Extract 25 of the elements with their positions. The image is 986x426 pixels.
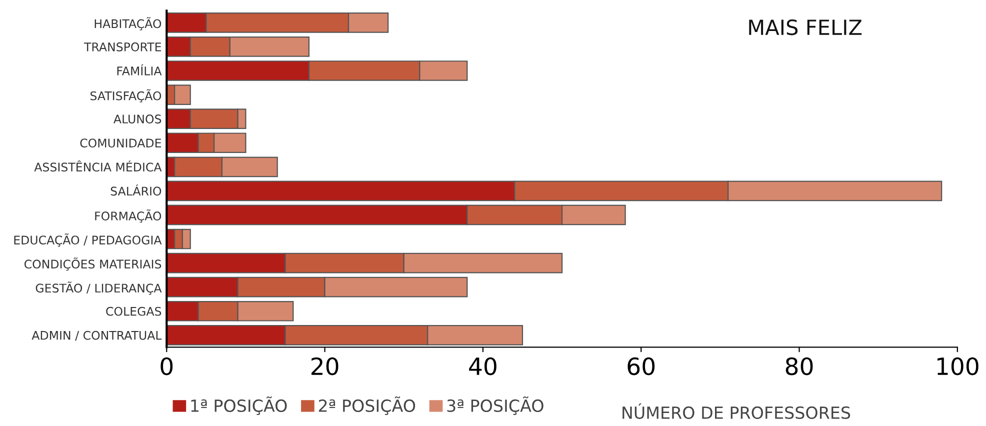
y-tick-label: GESTÃO / LIDERANÇA <box>36 282 162 295</box>
x-tick-label: 0 <box>160 357 173 376</box>
x-tick-label: 40 <box>469 357 496 376</box>
y-tick-label: ASSISTÊNCIA MÉDICA <box>34 160 162 172</box>
chart-title: MAIS FELIZ <box>749 19 862 36</box>
x-tick-label: 60 <box>628 357 655 376</box>
x-axis-title: NÚMERO DE PROFESSORES <box>622 403 850 419</box>
y-tick-label: COMUNIDADE <box>80 138 162 148</box>
legend-label: 1ª POSIÇÃO <box>191 396 287 416</box>
y-tick-label: ALUNOS <box>114 114 162 124</box>
y-tick-label: HABITAÇÃO <box>94 17 162 30</box>
y-tick-label: EDUCAÇÃO / PEDAGOGIA <box>14 234 162 247</box>
y-tick-label: SATISFAÇÃO <box>90 89 162 102</box>
legend-label: 3ª POSIÇÃO <box>447 396 544 416</box>
y-tick-label: FORMAÇÃO <box>95 209 162 223</box>
x-tick-label: 100 <box>937 357 978 376</box>
y-tick-label: SALÁRIO <box>110 184 162 196</box>
y-tick-label: FAMÍLIA <box>117 64 162 76</box>
y-tick-label: TRANSPORTE <box>84 42 162 52</box>
legend-label: 2ª POSIÇÃO <box>318 396 416 416</box>
x-tick-label: 20 <box>311 357 338 376</box>
y-tick-label: COLEGAS <box>106 306 162 316</box>
y-tick-label: CONDIÇÕES MATERIAIS <box>24 258 162 271</box>
y-tick-label: ADMIN / CONTRATUAL <box>32 330 162 341</box>
x-tick-label: 80 <box>786 357 813 376</box>
